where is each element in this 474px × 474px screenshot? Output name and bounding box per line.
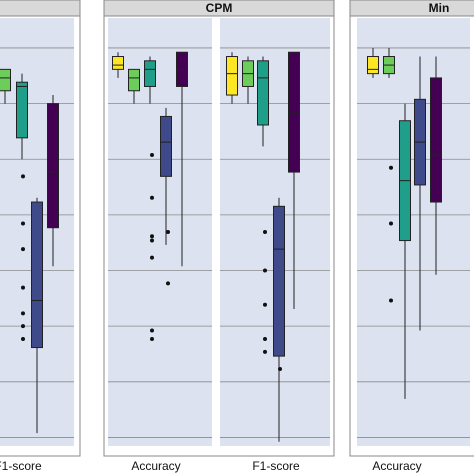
boxplot [389,103,411,399]
boxplot [166,51,188,286]
facet-strip [103,0,335,17]
facet-strip [349,0,474,17]
box-outlier [21,174,25,179]
panel-backgrounds [0,18,470,446]
box-outlier [166,230,170,234]
boxplot [144,56,156,104]
box-outlier [150,337,154,341]
box-iqr [367,56,379,75]
box-outlier [21,337,25,341]
metric-labels: F1-score Accuracy F1-score Accuracy [0,459,422,473]
box-outlier [150,255,154,260]
box-outlier [150,195,154,200]
boxplots [0,47,442,442]
facet-strips: CPM Min [0,0,474,457]
boxplot [21,174,43,434]
boxplot [16,73,28,160]
box-outlier [263,349,267,354]
boxplot [383,47,395,78]
box-outlier [21,221,25,226]
boxplot [47,95,59,267]
facet-frame [103,0,335,457]
box-outlier [150,234,154,239]
facet-strip-label: CPM [206,1,233,15]
boxplot [128,68,140,104]
box-outlier [389,165,393,170]
boxplot [150,107,172,341]
box-outlier [21,285,25,290]
boxplot [0,68,11,104]
box-iqr [128,68,140,92]
metric-panel-bg [108,18,212,446]
metric-label: Accuracy [372,459,421,473]
box-outlier [21,311,25,316]
box-outlier [389,298,393,303]
facet-strip-label: Min [429,1,450,15]
box-outlier [389,221,393,226]
boxplot [112,52,124,78]
boxplot [242,56,254,104]
boxplot [263,197,285,442]
facet-strip [0,0,81,17]
box-iqr [31,201,43,349]
boxplot [367,47,379,78]
box-iqr [0,68,11,92]
facet-frame [349,0,474,457]
box-outlier [21,247,25,252]
facet-frame [0,0,81,457]
box-iqr [112,56,124,70]
boxplot [257,56,269,147]
metric-label: F1-score [0,459,42,473]
boxplot [278,51,300,371]
box-iqr [257,60,269,126]
box-iqr [430,77,442,203]
boxplot [414,56,426,331]
box-outlier [263,302,267,307]
box-iqr [226,56,238,96]
box-iqr [16,81,28,139]
box-outlier [150,152,154,157]
box-outlier [166,281,170,286]
boxplot [430,56,442,275]
metric-label: Accuracy [131,459,180,473]
metric-label: F1-score [252,459,300,473]
metric-panel-bg [357,18,470,446]
box-outlier [263,268,267,273]
box-iqr [273,205,285,357]
box-outlier [150,328,154,333]
box-iqr [144,60,156,87]
boxplot [226,52,238,104]
box-outlier [150,238,154,243]
box-iqr [160,115,172,177]
box-outlier [21,324,25,329]
box-iqr [47,103,59,229]
box-outlier [263,230,267,234]
box-outlier [263,337,267,341]
box-outlier [278,366,282,371]
